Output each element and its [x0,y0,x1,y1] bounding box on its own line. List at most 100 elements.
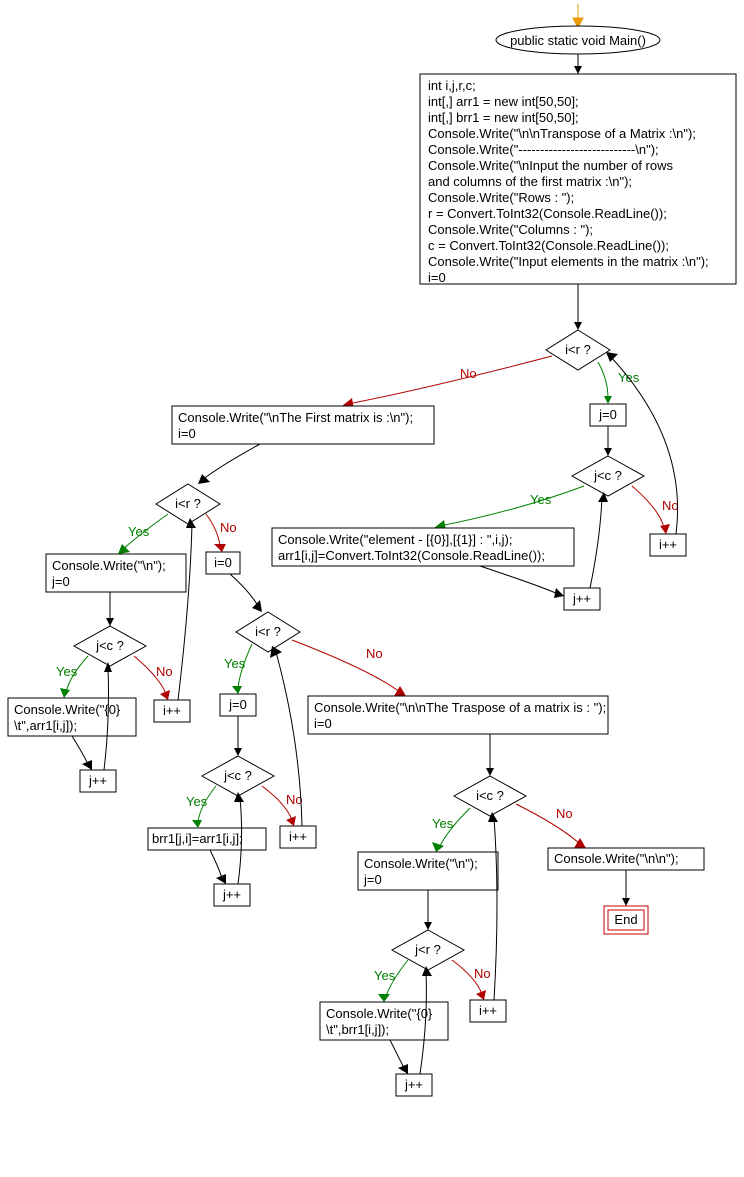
box-nl-j0-4-t1: Console.Write("\n"); [364,856,478,871]
arrowhead [192,820,202,828]
box-nl-j0-2-t2: j=0 [51,574,70,589]
cond-j-lt-r-4-text: j<r ? [414,942,441,957]
yes-label: Yes [56,664,78,679]
yes-label: Yes [432,816,454,831]
arrowhead [234,748,242,756]
start-label: public static void Main() [510,33,646,48]
svg-text:int i,j,r,c;: int i,j,r,c; [428,78,476,93]
svg-text:int[,] arr1 = new int[50,50];: int[,] arr1 = new int[50,50]; [428,94,579,109]
svg-text:Console.Write("---------------: Console.Write("-------------------------… [428,142,659,157]
no-label: No [220,520,237,535]
arrowhead [60,688,70,698]
box-ipp-3-text: i++ [289,829,307,844]
yes-label: Yes [128,524,150,539]
edge [202,444,260,480]
box-final-nl-text: Console.Write("\n\n"); [554,851,679,866]
edge [390,1040,404,1068]
box-assign-brr-text: brr1[j,i]=arr1[i,j]; [152,831,243,846]
box-jpp-4-text: j++ [404,1077,423,1092]
arrowhead [106,618,114,626]
edge-yes [440,486,584,526]
box-j0-3-text: j=0 [228,697,247,712]
svg-text:r = Convert.ToInt32(Console.Re: r = Convert.ToInt32(Console.ReadLine()); [428,206,667,221]
box-transpose-hdr-t2: i=0 [314,716,332,731]
arrowhead [574,838,586,848]
edge-yes [598,362,608,398]
arrowhead [574,322,582,330]
box-first-matrix-t1: Console.Write("\nThe First matrix is :\n… [178,410,413,425]
no-label: No [474,966,491,981]
box-first-matrix-t2: i=0 [178,426,196,441]
cond-i-lt-c-4-text: i<c ? [476,788,504,803]
no-label: No [556,806,573,821]
yes-label: Yes [374,968,396,983]
no-label: No [156,664,173,679]
box-j0-1-text: j=0 [598,407,617,422]
svg-text:c = Convert.ToInt32(Console.Re: c = Convert.ToInt32(Console.ReadLine()); [428,238,669,253]
arrowhead [604,448,612,456]
svg-text:Console.Write("Rows : ");: Console.Write("Rows : "); [428,190,574,205]
arrowhead [604,396,612,404]
svg-text:Console.Write("Input elements: Console.Write("Input elements in the mat… [428,254,709,269]
arrowhead [270,646,282,658]
edge [178,524,192,700]
arrowhead [252,600,262,612]
box-read-elem-text2: arr1[i,j]=Convert.ToInt32(Console.ReadLi… [278,548,545,563]
box-ipp-2-text: i++ [163,703,181,718]
box-jpp-2-text: j++ [88,773,107,788]
arrowhead [622,898,630,906]
box-print-arr-t2: \t",arr1[i,j]); [14,718,77,733]
arrowhead [394,686,406,696]
svg-text:int[,] brr1 = new int[50,50];: int[,] brr1 = new int[50,50]; [428,110,579,125]
cond-i-lt-r-3-text: i<r ? [255,624,281,639]
box-print-brr-t1: Console.Write("{0} [326,1006,433,1021]
edge-no [292,640,400,692]
edge [494,818,497,1000]
box-i0-3-text: i=0 [214,555,232,570]
edge-no [206,514,220,546]
svg-text:Console.Write("\nInput the num: Console.Write("\nInput the number of row… [428,158,673,173]
arrowhead [660,524,670,534]
no-label: No [366,646,383,661]
cond-j-lt-c-1-text: j<c ? [593,468,622,483]
box-ipp-4-text: i++ [479,1003,497,1018]
arrowhead [118,544,130,554]
arrowhead [486,768,494,776]
box-print-arr-t1: Console.Write("{0} [14,702,121,717]
edge [480,566,558,594]
edge-no [348,356,552,404]
box-jpp-3-text: j++ [222,887,241,902]
box-print-brr-t2: \t",brr1[i,j]); [326,1022,389,1037]
arrowhead [214,544,226,552]
svg-text:Console.Write("Columns : ");: Console.Write("Columns : "); [428,222,593,237]
box-transpose-hdr-t1: Console.Write("\n\nThe Traspose of a mat… [314,700,606,715]
arrowhead [554,588,564,598]
svg-text:and columns of the first matri: and columns of the first matrix :\n"); [428,174,632,189]
no-label: No [662,498,679,513]
yes-label: Yes [224,656,246,671]
arrowhead [424,922,432,930]
edge [210,850,222,878]
cond-j-lt-c-3-text: j<c ? [223,768,252,783]
box-nl-j0-4-t2: j=0 [363,872,382,887]
edge [590,498,602,588]
edge [72,736,88,764]
edge [230,574,258,606]
edge-no [632,486,664,528]
svg-text:i=0: i=0 [428,270,446,285]
arrowhead [574,66,582,74]
cond-i-lt-r-1-text: i<r ? [565,342,591,357]
arrowhead [232,686,242,694]
yes-label: Yes [530,492,552,507]
box-ipp-1-text: i++ [659,537,677,552]
cond-j-lt-c-2-text: j<c ? [95,638,124,653]
end-text: End [614,912,637,927]
svg-text:Console.Write("\n\nTranspose o: Console.Write("\n\nTranspose of a Matrix… [428,126,696,141]
cond-i-lt-r-2-text: i<r ? [175,496,201,511]
yes-label: Yes [186,794,208,809]
box-nl-j0-2-t1: Console.Write("\n"); [52,558,166,573]
arrowhead [606,352,618,362]
no-label: No [460,366,477,381]
box-jpp-1-text: j++ [572,591,591,606]
box-read-elem-text1: Console.Write("element - [{0}],[{1}] : "… [278,532,512,547]
